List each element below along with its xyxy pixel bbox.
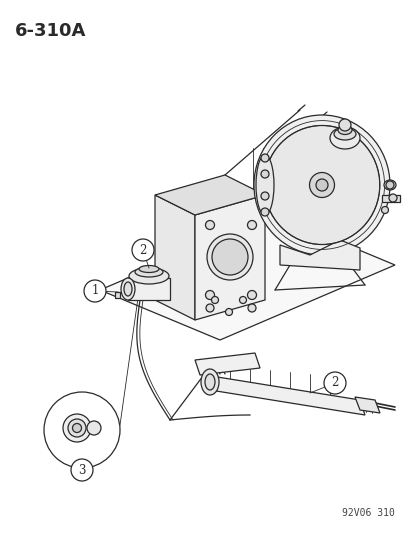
Circle shape	[260, 170, 268, 178]
Ellipse shape	[135, 267, 163, 277]
Ellipse shape	[204, 374, 214, 390]
Circle shape	[380, 206, 387, 214]
Ellipse shape	[315, 179, 327, 191]
Circle shape	[260, 208, 268, 216]
Ellipse shape	[329, 127, 359, 149]
Polygon shape	[154, 195, 195, 320]
Circle shape	[239, 296, 246, 303]
Polygon shape	[279, 240, 359, 270]
Ellipse shape	[337, 125, 351, 134]
Circle shape	[68, 419, 86, 437]
Polygon shape	[154, 175, 264, 215]
Circle shape	[63, 414, 91, 442]
Polygon shape	[100, 215, 394, 340]
Circle shape	[247, 304, 255, 312]
Ellipse shape	[139, 265, 159, 272]
Circle shape	[388, 194, 396, 202]
Circle shape	[87, 421, 101, 435]
Ellipse shape	[254, 115, 389, 255]
Text: 6-310A: 6-310A	[15, 22, 86, 40]
Circle shape	[205, 221, 214, 230]
Ellipse shape	[309, 173, 334, 198]
Ellipse shape	[333, 128, 355, 140]
Circle shape	[44, 392, 120, 468]
Circle shape	[132, 239, 154, 261]
Ellipse shape	[383, 180, 395, 190]
Circle shape	[205, 290, 214, 300]
Circle shape	[206, 304, 214, 312]
Ellipse shape	[206, 234, 252, 280]
Polygon shape	[195, 353, 259, 375]
Ellipse shape	[263, 125, 379, 245]
Text: 3: 3	[78, 464, 85, 477]
Polygon shape	[204, 375, 364, 415]
Polygon shape	[354, 397, 379, 413]
Circle shape	[71, 459, 93, 481]
Text: 92V06 310: 92V06 310	[341, 508, 394, 518]
Text: 2: 2	[139, 244, 146, 256]
Ellipse shape	[201, 369, 218, 395]
Circle shape	[225, 309, 232, 316]
Circle shape	[260, 192, 268, 200]
Circle shape	[385, 181, 393, 189]
Circle shape	[247, 221, 256, 230]
Circle shape	[84, 280, 106, 302]
Ellipse shape	[211, 239, 247, 275]
Polygon shape	[381, 195, 399, 202]
Circle shape	[323, 372, 345, 394]
Circle shape	[211, 296, 218, 303]
Ellipse shape	[129, 268, 169, 284]
Text: 2: 2	[330, 376, 338, 390]
Circle shape	[247, 290, 256, 300]
Ellipse shape	[121, 278, 135, 300]
Polygon shape	[195, 195, 264, 320]
Polygon shape	[128, 278, 170, 300]
Circle shape	[338, 119, 350, 131]
Ellipse shape	[124, 282, 132, 296]
Text: 1: 1	[91, 285, 98, 297]
Polygon shape	[115, 292, 120, 298]
Circle shape	[260, 154, 268, 162]
Ellipse shape	[255, 155, 273, 215]
Circle shape	[72, 424, 81, 432]
